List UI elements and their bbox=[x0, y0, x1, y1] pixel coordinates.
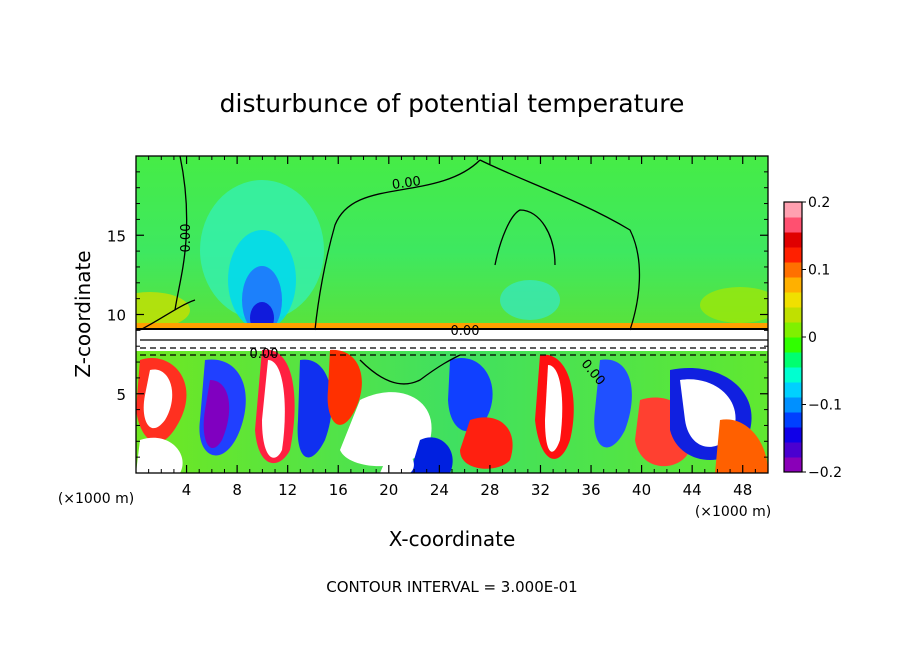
contour-interval-note: CONTOUR INTERVAL = 3.000E-01 bbox=[326, 578, 577, 596]
colorbar: 0.2 0.1 0 −0.1 −0.2 bbox=[783, 195, 842, 481]
colorbar-swatch bbox=[784, 442, 802, 458]
colorbar-swatch bbox=[784, 307, 802, 323]
cyan-patch-mid bbox=[500, 280, 560, 320]
x-tick-label: 20 bbox=[379, 481, 398, 499]
colorbar-swatch bbox=[784, 262, 802, 278]
heatmap-field bbox=[136, 156, 768, 473]
colorbar-swatch bbox=[784, 457, 802, 473]
colorbar-swatch bbox=[784, 247, 802, 263]
contour-label: 0.00 bbox=[391, 174, 422, 193]
y-tick-label: 10 bbox=[107, 307, 126, 325]
colorbar-swatch bbox=[784, 292, 802, 308]
x-tick-label: 16 bbox=[329, 481, 348, 499]
contour-label: 0.00 bbox=[451, 324, 480, 339]
colorbar-tick-label: −0.1 bbox=[808, 398, 842, 414]
colorbar-swatch bbox=[784, 217, 802, 233]
colorbar-swatch bbox=[784, 352, 802, 368]
chart-title: disturbunce of potential temperature bbox=[220, 89, 685, 118]
orange-band bbox=[136, 323, 768, 329]
turbulent-blobs bbox=[136, 349, 768, 473]
contour-label: 0.00 bbox=[179, 224, 194, 253]
colorbar-tick-label: −0.2 bbox=[808, 465, 842, 481]
x-tick-label: 24 bbox=[430, 481, 449, 499]
colorbar-swatch bbox=[784, 277, 802, 293]
x-tick-label: 28 bbox=[480, 481, 499, 499]
x-tick-label: 48 bbox=[733, 481, 752, 499]
x-tick-label: 32 bbox=[531, 481, 550, 499]
colorbar-swatch bbox=[784, 382, 802, 398]
x-axis-label: X-coordinate bbox=[389, 527, 516, 551]
colorbar-swatch bbox=[784, 412, 802, 428]
x-axis: 4 8 12 16 20 24 28 32 36 40 44 48 bbox=[148, 156, 756, 499]
colorbar-swatch bbox=[784, 397, 802, 413]
y-axis-label: Z-coordinate bbox=[71, 250, 95, 377]
x-tick-label: 8 bbox=[232, 481, 242, 499]
x-unit-label: (×1000 m) bbox=[695, 504, 771, 520]
y-axis: 5 10 15 bbox=[107, 171, 768, 458]
y-tick-label: 15 bbox=[107, 227, 126, 245]
x-tick-label: 36 bbox=[581, 481, 600, 499]
y-unit-label: (×1000 m) bbox=[58, 491, 134, 507]
contour-lines bbox=[139, 156, 768, 385]
contour-label: 0.00 bbox=[250, 347, 279, 362]
colorbar-swatch bbox=[784, 322, 802, 338]
x-tick-label: 40 bbox=[632, 481, 651, 499]
colorbar-tick-label: 0.1 bbox=[808, 263, 830, 279]
colorbar-swatch bbox=[784, 232, 802, 248]
colorbar-swatch bbox=[784, 202, 802, 218]
colorbar-swatch bbox=[784, 337, 802, 353]
colorbar-swatch bbox=[784, 367, 802, 383]
x-tick-label: 12 bbox=[278, 481, 297, 499]
yellow-patch-right bbox=[700, 287, 768, 323]
x-tick-label: 4 bbox=[182, 481, 192, 499]
colorbar-tick-label: 0.2 bbox=[808, 195, 830, 211]
interface-line bbox=[136, 328, 768, 330]
colorbar-swatch bbox=[784, 427, 802, 443]
x-tick-label: 44 bbox=[683, 481, 702, 499]
y-tick-label: 5 bbox=[116, 386, 126, 404]
colorbar-tick-label: 0 bbox=[808, 330, 817, 346]
contour-label-group: 0.00 0.00 0.00 0.00 0.00 bbox=[179, 174, 608, 389]
